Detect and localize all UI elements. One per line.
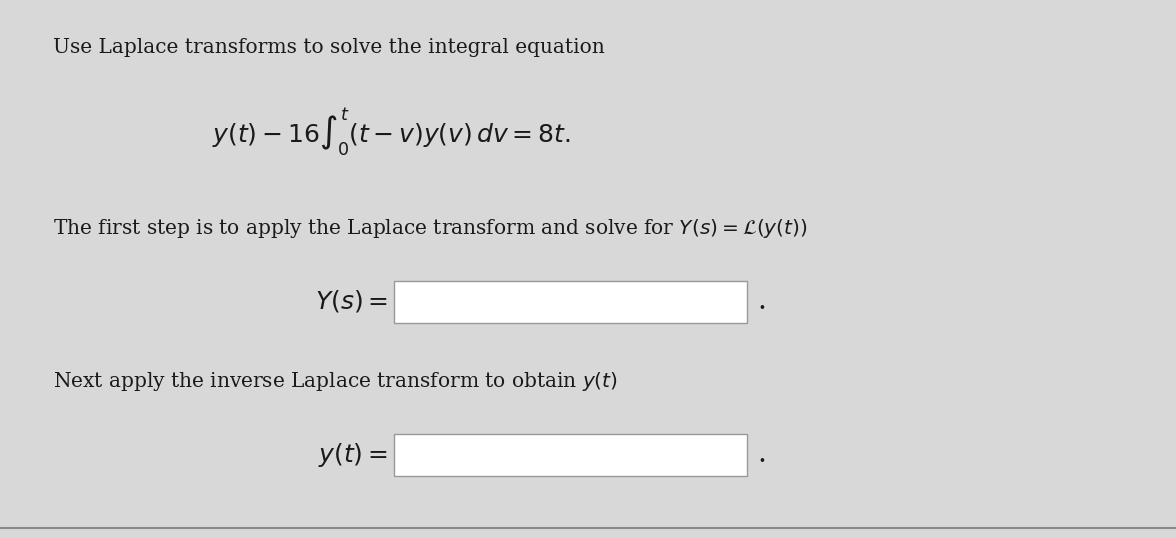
FancyBboxPatch shape [394,281,747,323]
Text: Use Laplace transforms to solve the integral equation: Use Laplace transforms to solve the inte… [53,38,604,56]
Text: $y(t) - 16\int_0^t (t-v)y(v)\,dv = 8t.$: $y(t) - 16\int_0^t (t-v)y(v)\,dv = 8t.$ [212,106,570,158]
Text: The first step is to apply the Laplace transform and solve for $Y(s) = \mathcal{: The first step is to apply the Laplace t… [53,217,808,240]
Text: $Y(s) =$: $Y(s) =$ [315,288,388,314]
FancyBboxPatch shape [394,434,747,476]
Text: .: . [757,441,767,468]
Text: $y(t) =$: $y(t) =$ [319,441,388,469]
Text: .: . [757,288,767,315]
Text: Next apply the inverse Laplace transform to obtain $y(t)$: Next apply the inverse Laplace transform… [53,371,617,393]
